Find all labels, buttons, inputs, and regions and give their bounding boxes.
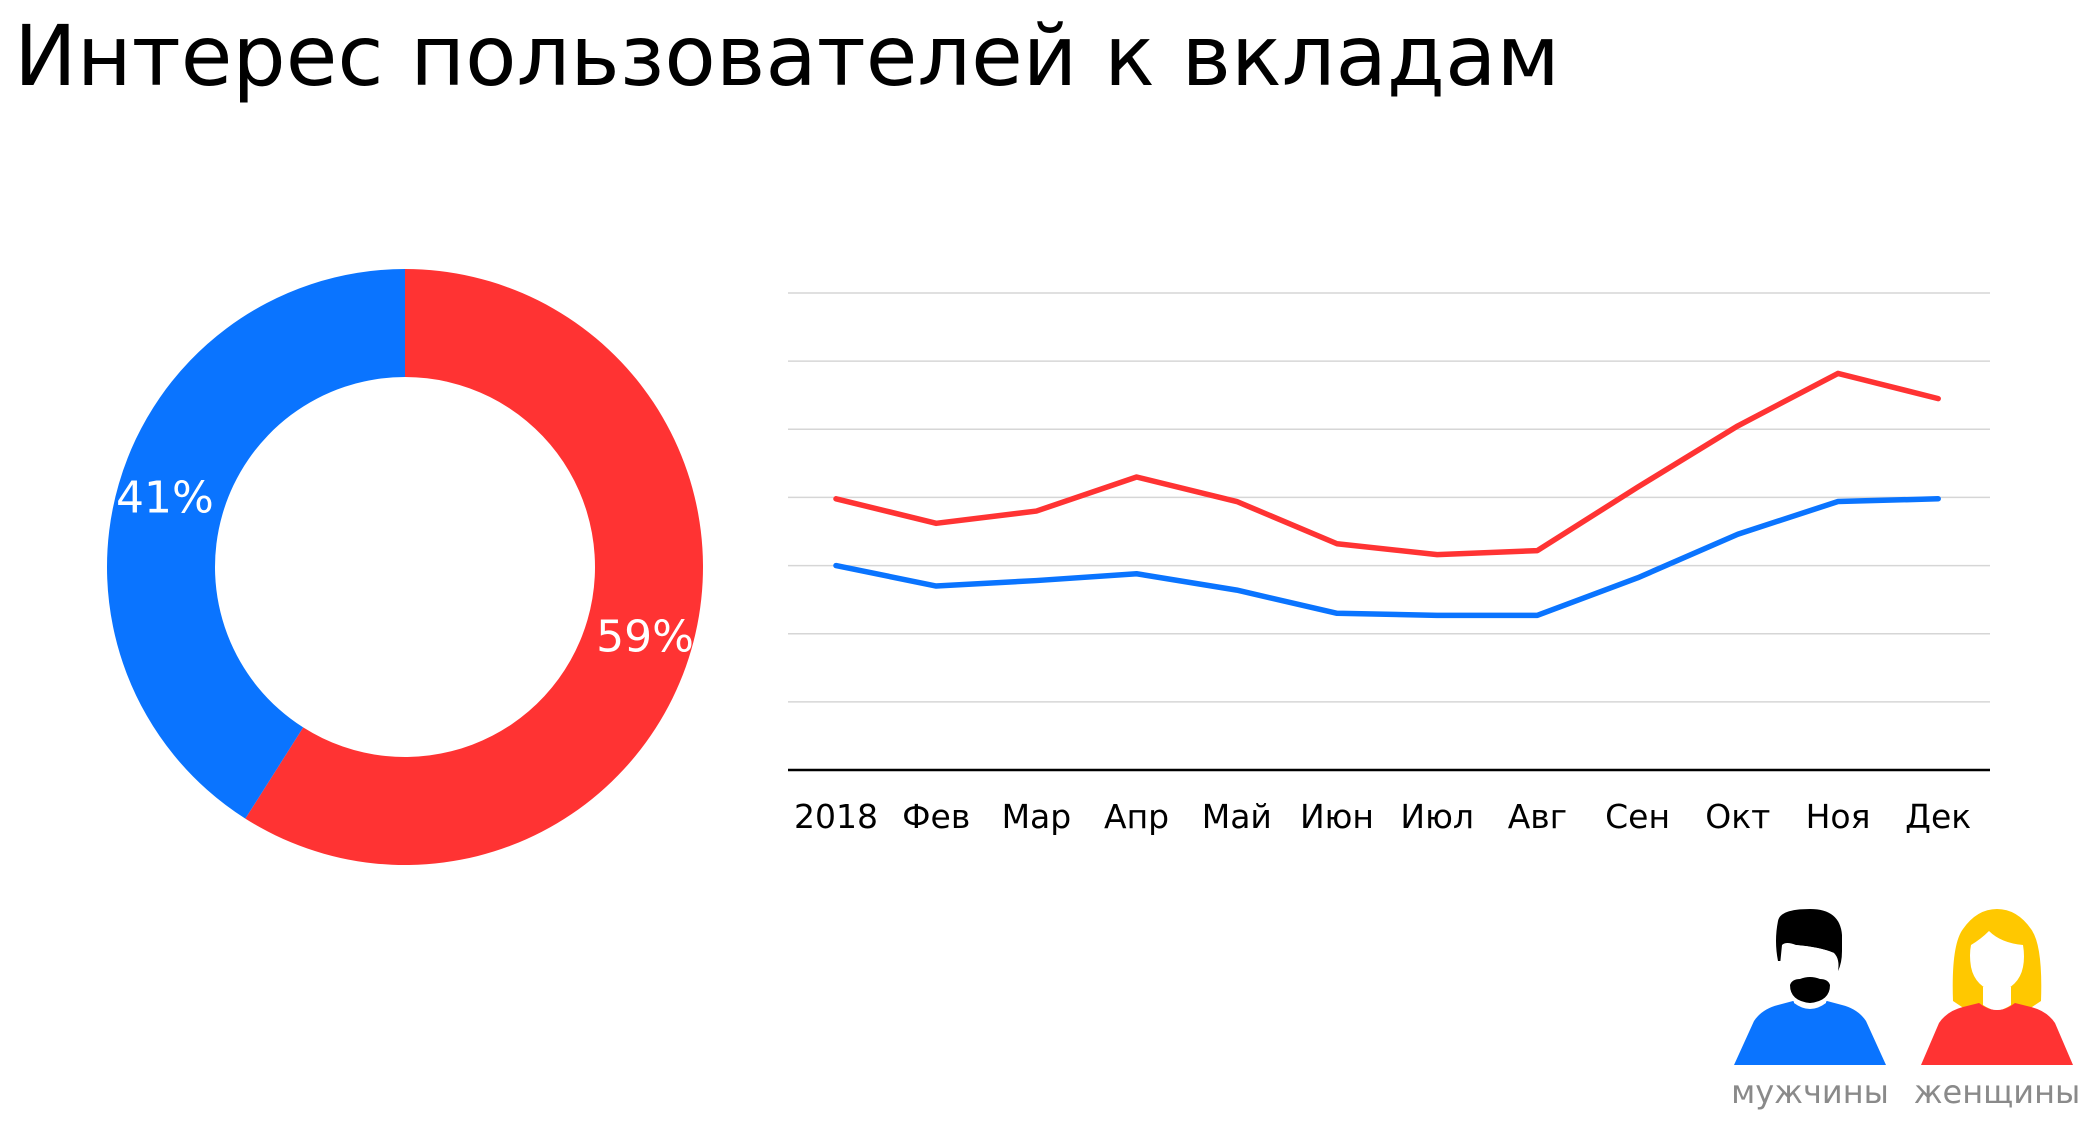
x-tick-label: Авг — [1508, 797, 1567, 836]
x-tick-label: Мар — [1002, 797, 1072, 836]
x-tick-label: 2018 — [794, 797, 878, 836]
x-tick-label: Ноя — [1806, 797, 1871, 836]
donut-slice-label-0: 59% — [596, 612, 694, 663]
woman-icon — [1921, 909, 2073, 1065]
x-tick-label: Май — [1202, 797, 1272, 836]
man-icon — [1734, 909, 1886, 1065]
legend-item-women: женщины — [1902, 905, 2092, 1111]
x-tick-label: Сен — [1605, 797, 1670, 836]
x-tick-label: Фев — [902, 797, 970, 836]
legend-item-men: мужчины — [1715, 905, 1905, 1111]
x-tick-label: Июн — [1300, 797, 1374, 836]
series-line-0 — [833, 370, 1941, 558]
line-chart: 2018 Фев Мар Апр Май Июн Июл Авг Сен Окт Ноя Дек — [788, 292, 1990, 836]
x-tick-label: Окт — [1705, 797, 1770, 836]
legend-label-women: женщины — [1913, 1073, 2081, 1111]
page-title: Интерес пользователей к вкладам — [14, 7, 1560, 105]
legend-label-men: мужчины — [1731, 1073, 1889, 1111]
x-tick-label: Апр — [1104, 797, 1169, 836]
donut-slice-1 — [107, 269, 406, 819]
x-tick-label: Июл — [1400, 797, 1474, 836]
donut-slice-0 — [245, 269, 703, 865]
donut-slice-label-1: 41% — [116, 472, 214, 523]
series-line-1 — [833, 496, 1941, 619]
x-tick-label: Дек — [1905, 797, 1971, 836]
donut-chart: 59% 41% — [107, 269, 703, 865]
